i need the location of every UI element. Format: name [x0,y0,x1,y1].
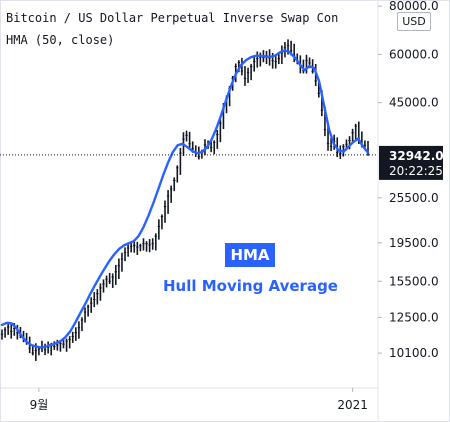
time-axis[interactable]: 9월20214월 [30,388,450,412]
axis-lines [0,0,379,422]
currency-button[interactable]: USD [397,12,431,31]
price-tick-label: 80000.0 [389,0,439,13]
time-tick-label: 9월 [30,398,49,412]
last-price-tag-bg [379,145,443,180]
hma-caption: Hull Moving Average [163,277,338,295]
price-tick-label: 25500.0 [389,191,439,205]
price-axis[interactable]: 80000.0 60000.0 45000.0 25500.0 19500.0 15500… [378,0,439,360]
price-series [0,39,370,361]
hma-badge: HMA [225,243,275,267]
last-price-tag: 32942.020:22:25 [0,145,444,180]
time-tick-label: 2021 [337,398,368,412]
hma-series [0,49,370,349]
symbol-title[interactable]: Bitcoin / US Dollar Perpetual Inverse Sw… [6,11,339,25]
price-tick-label: 45000.0 [389,96,439,110]
price-tick-label: 12500.0 [389,310,439,324]
bar-countdown: 20:22:25 [389,164,443,178]
indicator-legend[interactable]: HMA (50, close) [6,33,115,47]
price-tick-label: 60000.0 [389,47,439,61]
price-tick-label: 15500.0 [389,274,439,288]
price-tick-label: 19500.0 [389,236,439,250]
last-price-value: 32942.0 [389,149,444,163]
price-tick-label: 10100.0 [389,346,439,360]
hma-line [0,49,370,349]
